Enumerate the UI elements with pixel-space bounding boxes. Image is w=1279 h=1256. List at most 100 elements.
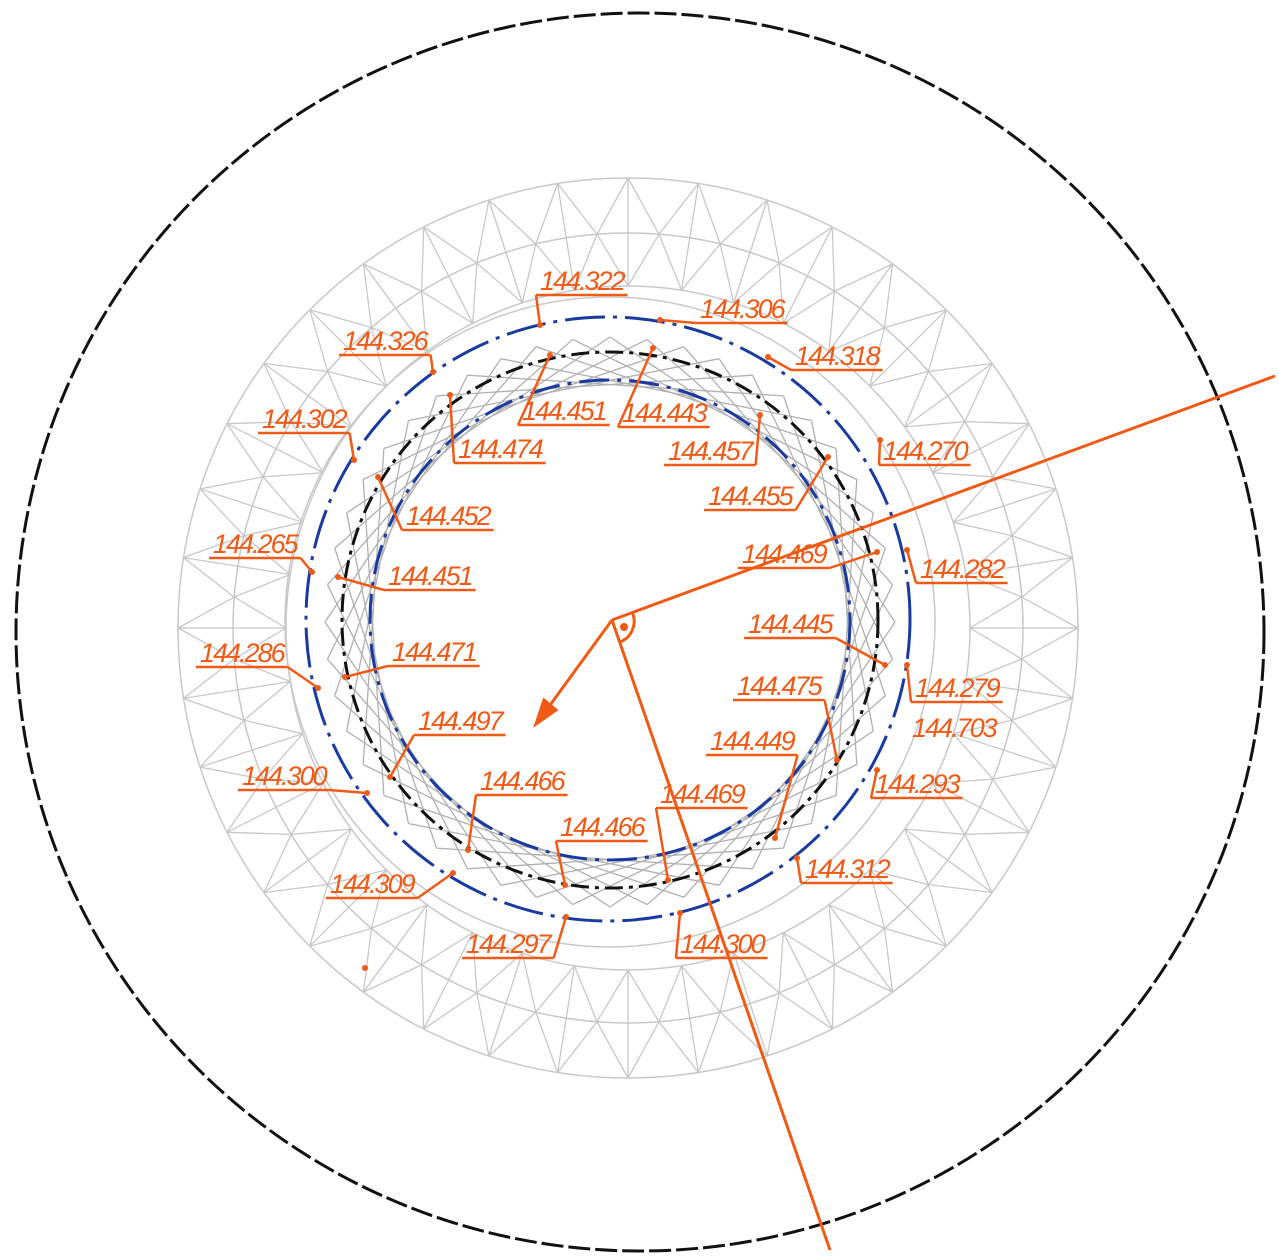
- grid-edge: [263, 828, 387, 947]
- web-chord: [500, 358, 812, 422]
- elevation-label: 144.443: [622, 398, 708, 428]
- leader: [905, 664, 913, 703]
- web-chord: [436, 374, 753, 397]
- web-chord: [346, 336, 611, 514]
- web-chord: [835, 479, 858, 796]
- web-chord: [835, 448, 858, 765]
- blue-inner-circle: [368, 378, 852, 862]
- leader: [416, 871, 454, 900]
- web-chord: [324, 358, 502, 623]
- grid-edge: [227, 782, 352, 894]
- angle-arc: [619, 611, 636, 644]
- leader: [516, 354, 552, 426]
- survey-point: [874, 767, 880, 773]
- axes: [533, 374, 1276, 1251]
- elevation-label: 144.309: [330, 869, 416, 899]
- grid-edge: [869, 828, 993, 947]
- elevation-label: 144.282: [920, 554, 1006, 584]
- web-chord: [683, 346, 894, 586]
- elevation-label: 144.302: [262, 404, 348, 434]
- web-chord: [718, 621, 896, 886]
- grid-edge: [199, 423, 324, 523]
- survey-point: [537, 322, 543, 328]
- web-chord: [326, 584, 469, 870]
- elevation-label: 144.300: [680, 929, 766, 959]
- web-chord: [362, 479, 385, 796]
- leader: [877, 439, 882, 466]
- grid-edge: [309, 263, 428, 387]
- web-chord: [536, 794, 837, 898]
- grid-edge: [557, 965, 629, 1079]
- survey-point: [825, 454, 831, 460]
- web-chord: [436, 847, 753, 870]
- leader: [754, 414, 762, 466]
- web-chord: [408, 358, 720, 422]
- axis-line: [611, 374, 1276, 622]
- web-chord: [572, 338, 858, 481]
- labels: 144.322 144.306 144.318 144.326 144.302 144.2…: [196, 266, 1008, 960]
- grid-edge: [904, 362, 1029, 474]
- leader: [534, 294, 542, 326]
- survey-point: [335, 574, 341, 580]
- leader: [674, 912, 682, 959]
- web-circle: [284, 296, 936, 948]
- elevation-label: 144.318: [795, 341, 881, 371]
- leader: [795, 857, 803, 884]
- leader: [835, 636, 886, 667]
- web-chord: [334, 548, 438, 849]
- leader: [767, 355, 792, 372]
- leader: [376, 476, 404, 531]
- elevation-label: 144.270: [883, 436, 969, 466]
- leader: [554, 840, 567, 886]
- leader: [448, 394, 456, 464]
- leader: [329, 788, 368, 795]
- grid-edge: [183, 681, 303, 768]
- grid-edge: [423, 199, 523, 324]
- web-chord: [646, 338, 886, 549]
- survey-point: [562, 882, 568, 888]
- web-chord: [810, 420, 874, 732]
- elevation-label: 144.297: [466, 929, 553, 959]
- survey-point: [364, 790, 370, 796]
- survey-point: [465, 847, 471, 853]
- leader: [616, 347, 655, 428]
- survey-point: [315, 685, 321, 691]
- leader: [337, 575, 385, 592]
- grid-edge: [681, 953, 768, 1073]
- axis-line: [610, 619, 832, 1251]
- grid-edge: [627, 965, 700, 1079]
- point: [362, 965, 368, 971]
- grid-edge: [362, 227, 474, 352]
- web-chord: [362, 763, 648, 906]
- grid-edge: [309, 869, 428, 993]
- leader: [552, 916, 568, 959]
- web-chord: [782, 548, 886, 849]
- grid-edge: [869, 309, 993, 428]
- outer-boundary: [14, 11, 1266, 1253]
- grid-edge: [226, 363, 352, 474]
- grid-edge: [627, 177, 699, 291]
- elevation-label: 144.475: [737, 671, 824, 701]
- grid-edge: [363, 904, 474, 1030]
- web-chord: [362, 448, 385, 765]
- leader: [773, 754, 799, 839]
- grid-edge: [782, 904, 894, 1029]
- leader: [829, 550, 878, 570]
- elevation-label: 144.471: [392, 637, 476, 667]
- web-chord: [326, 658, 537, 898]
- survey-point: [375, 474, 381, 480]
- web-chord: [683, 658, 894, 898]
- grid-edge: [733, 932, 833, 1057]
- survey-point: [657, 317, 663, 323]
- survey-point: [547, 352, 553, 358]
- survey-point: [874, 549, 880, 555]
- survey-point: [904, 662, 910, 668]
- web-chord: [383, 346, 684, 450]
- web-chord: [500, 822, 812, 886]
- survey-point: [757, 412, 763, 418]
- grid-edge: [953, 488, 1073, 575]
- grid-edge: [953, 680, 1073, 768]
- angle-dot: [620, 623, 628, 631]
- elevation-label: 144.449: [710, 726, 796, 756]
- survey-point: [772, 835, 778, 841]
